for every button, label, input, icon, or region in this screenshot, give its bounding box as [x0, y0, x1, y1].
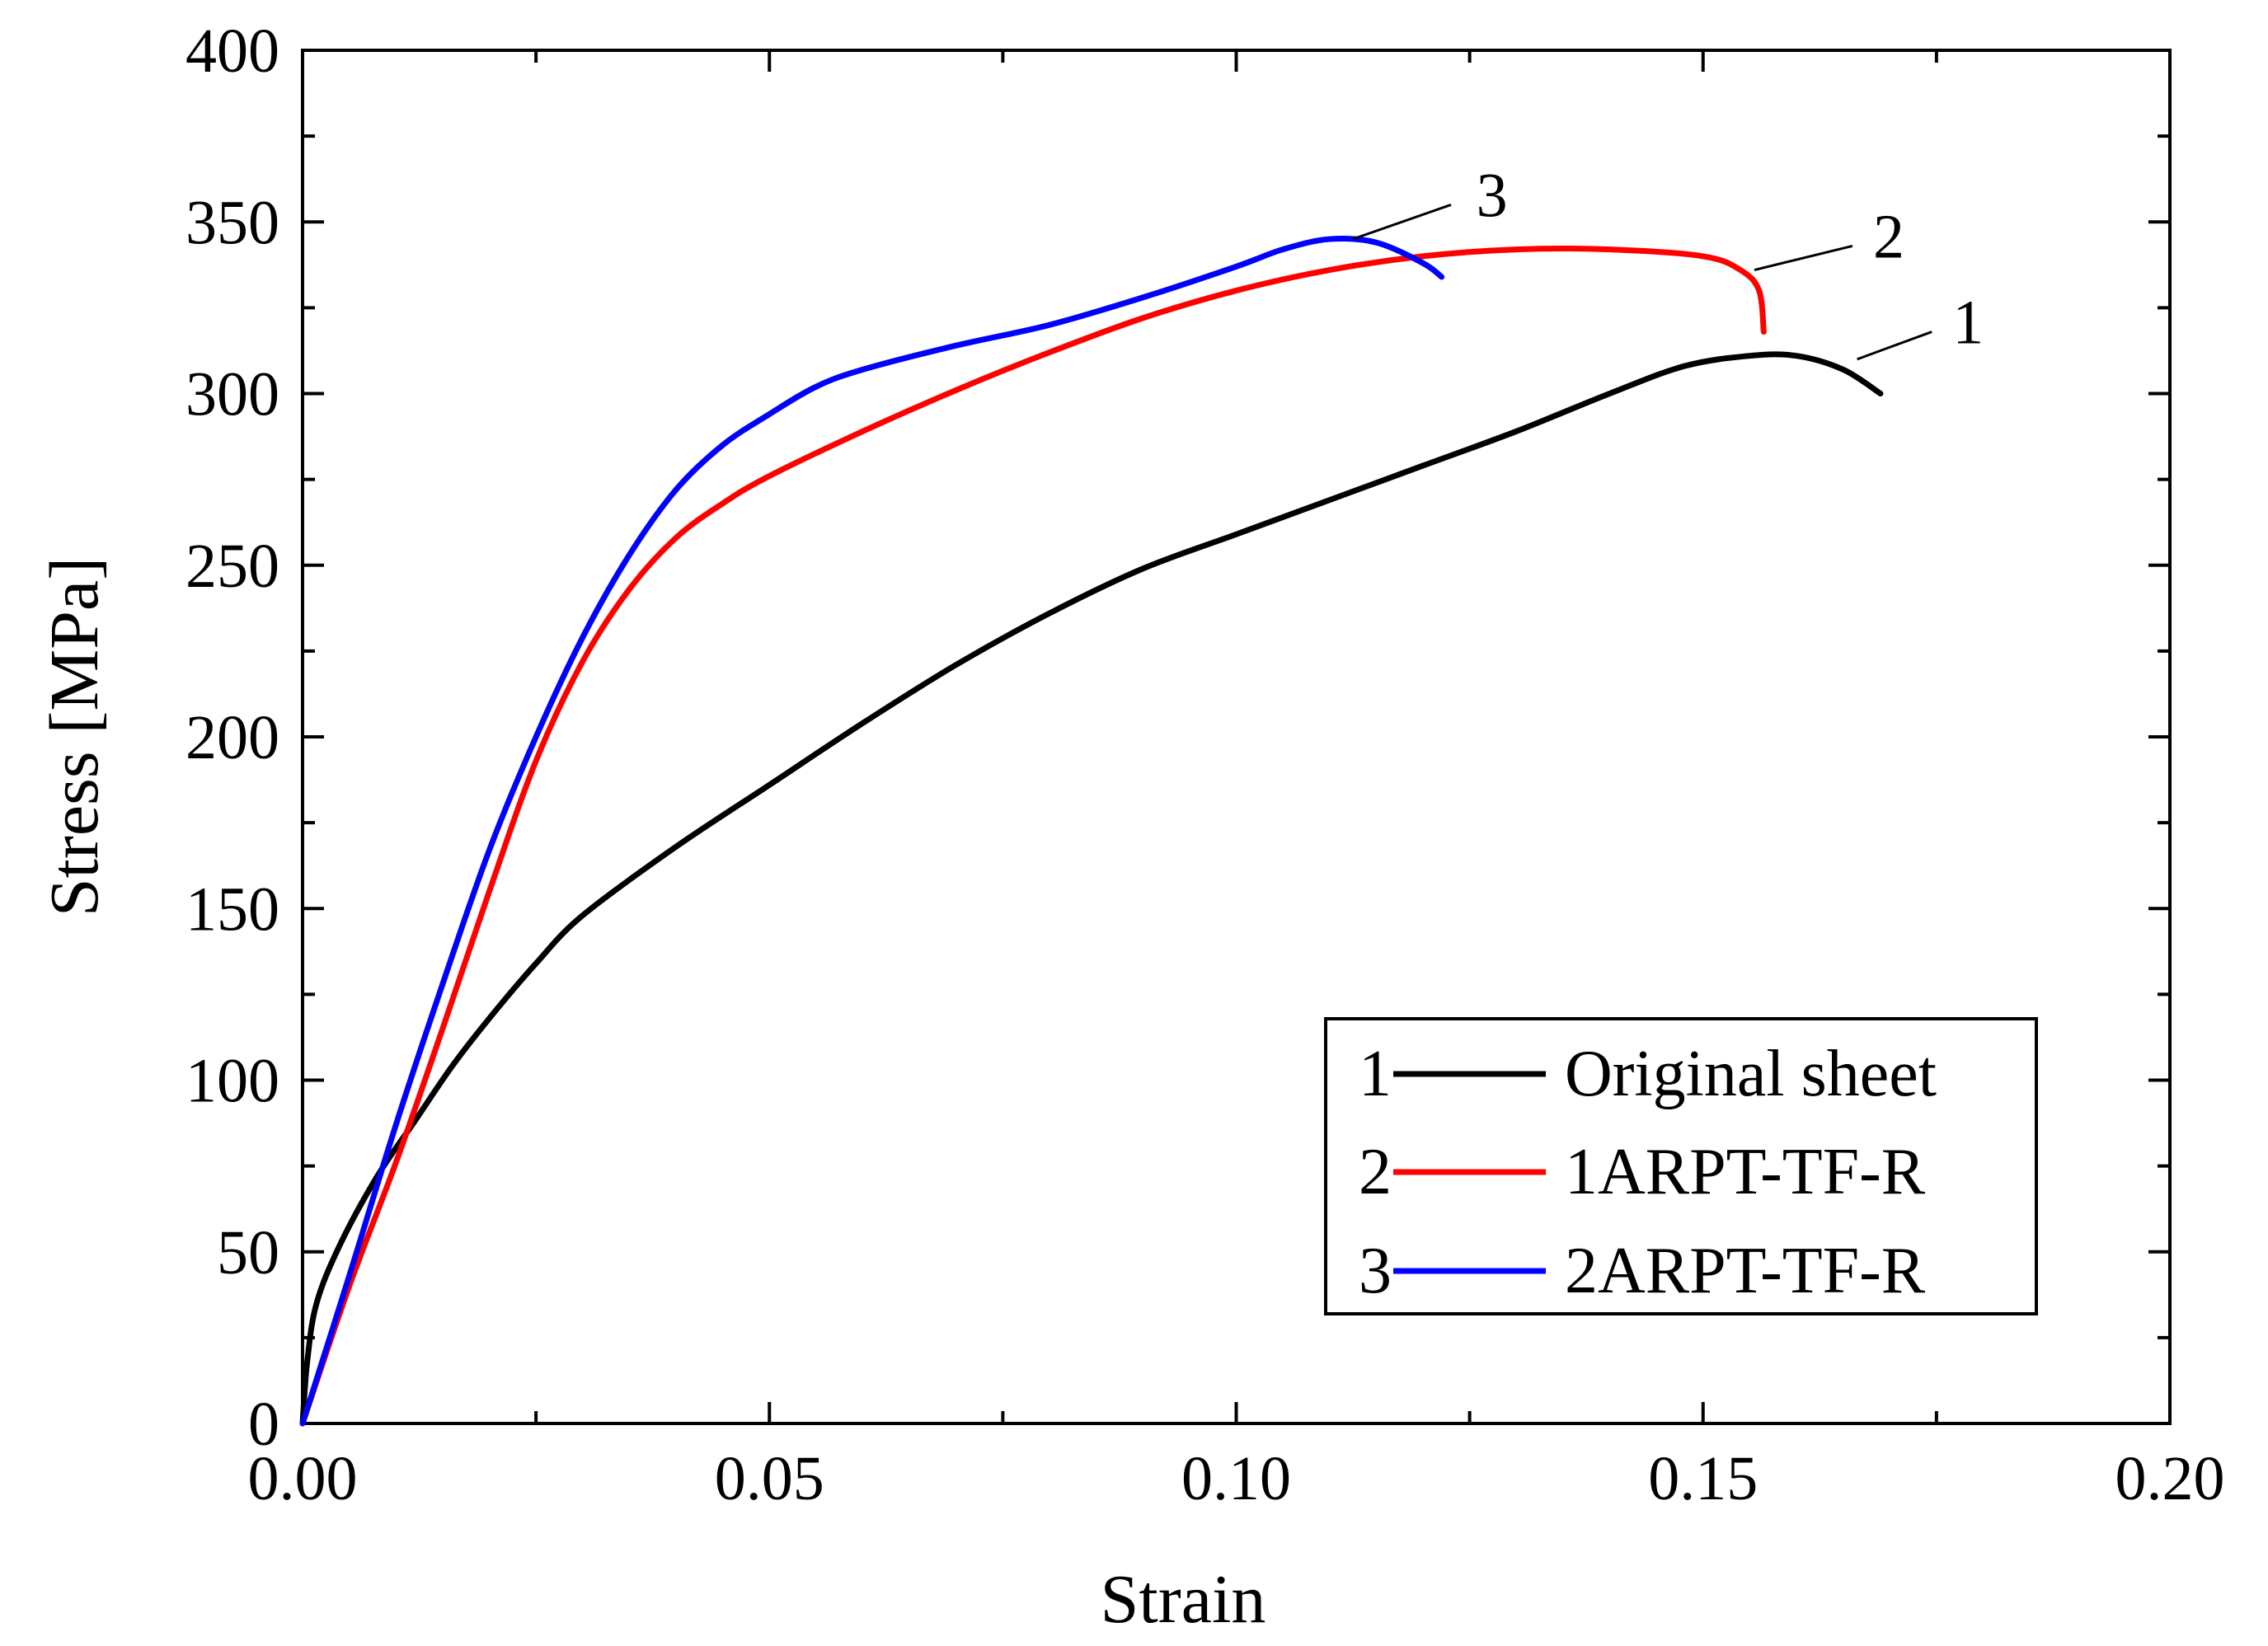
legend-items: 1 Original sheet 2 1ARPT-TF-R 3 2ARPT-TF-R — [1359, 1038, 1937, 1307]
annotation-leader-1 — [1857, 331, 1932, 361]
y-tick-label: 350 — [185, 188, 279, 257]
annotation-leader-3 — [1352, 204, 1452, 241]
axis-ticks — [301, 49, 2172, 1425]
x-tick-label: 0.15 — [1648, 1444, 1758, 1513]
y-tick-label: 250 — [185, 532, 279, 601]
legend-box — [1324, 1017, 2038, 1315]
legend: 1 Original sheet 2 1ARPT-TF-R 3 2ARPT-TF-R — [1324, 1017, 2038, 1315]
legend-number-3: 3 — [1359, 1235, 1392, 1307]
y-tick-label: 200 — [185, 703, 279, 772]
x-axis-title: Strain — [1101, 1561, 1266, 1638]
x-tick-label: 0.20 — [2115, 1444, 2225, 1513]
x-tick-label: 0.00 — [248, 1444, 358, 1513]
annotation-layer: 12 3 — [1352, 162, 1984, 361]
legend-number-1: 1 — [1359, 1038, 1392, 1110]
y-tick-label: 50 — [217, 1218, 279, 1287]
annotation-label-3: 3 — [1477, 162, 1508, 231]
series-line-2 — [299, 246, 1767, 1427]
axis-tick-labels: 0.00 0.05 0.10 0.15 0.20 0 50 100 150 200 250 300 35… — [185, 16, 2225, 1513]
y-tick-label: 150 — [185, 875, 279, 944]
y-tick-label: 300 — [185, 360, 279, 429]
x-tick-label: 0.05 — [715, 1444, 824, 1513]
series-line-1 — [299, 351, 1884, 1427]
y-tick-label: 400 — [185, 16, 279, 86]
y-tick-label: 0 — [248, 1390, 279, 1459]
annotation-label-1: 1 — [1952, 288, 1984, 358]
annotation-label-2: 2 — [1873, 203, 1904, 272]
legend-number-2: 2 — [1359, 1136, 1392, 1208]
legend-label-2: 1ARPT-TF-R — [1565, 1136, 1926, 1208]
x-tick-label: 0.10 — [1181, 1444, 1291, 1513]
y-axis-title: Stress [MPa] — [36, 557, 113, 917]
y-tick-label: 100 — [185, 1047, 279, 1116]
series-line-3 — [299, 235, 1445, 1427]
legend-label-1: Original sheet — [1565, 1038, 1937, 1110]
legend-label-3: 2ARPT-TF-R — [1565, 1235, 1926, 1307]
series-layer — [299, 235, 1884, 1427]
annotation-leader-2 — [1754, 244, 1853, 272]
